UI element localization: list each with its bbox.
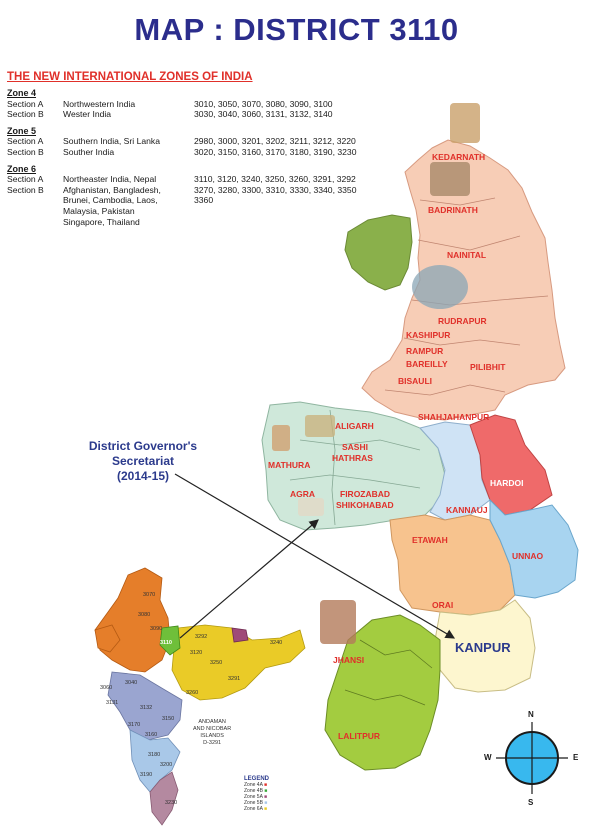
zone-6: Zone 6 Section A Northeaster India, Nepal… xyxy=(7,164,384,228)
zone-heading: Zone 5 xyxy=(7,125,37,136)
zone-5: Zone 5 Section A Southern India, Sri Lank… xyxy=(7,126,384,158)
legend-item-label: Zone 4B xyxy=(244,788,263,794)
district-list: 3030, 3040, 3060, 3131, 3132, 3140 xyxy=(194,109,333,120)
zone-row: Section A Northwestern India 3010, 3050, 3… xyxy=(7,99,384,110)
district-list: 2980, 3000, 3201, 3202, 3211, 3212, 3220 xyxy=(194,136,356,147)
legend-item-label: Zone 6A xyxy=(244,806,263,812)
legend-item: Zone 5B ■ xyxy=(244,800,268,806)
taj-image xyxy=(298,498,324,516)
andaman-line: ANDAMAN xyxy=(198,719,226,725)
section-label: Section A xyxy=(7,174,44,185)
zones-subtitle: THE NEW INTERNATIONAL ZONES OF INDIA xyxy=(7,71,253,83)
andaman-label: ANDAMAN AND NICOBAR ISLANDS D-3291 xyxy=(193,719,231,747)
region-label: Souther India xyxy=(63,146,115,157)
zone-heading: Zone 6 xyxy=(7,163,37,174)
region-label: Northwestern India xyxy=(63,98,136,109)
legend-item-label: Zone 4A xyxy=(244,782,263,788)
legend-item-label: Zone 5A xyxy=(244,794,263,800)
zone-row: Section B Wester India 3030, 3040, 3060, 3… xyxy=(7,109,384,120)
india-map xyxy=(94,567,306,826)
district-list: 3020, 3150, 3160, 3170, 3180, 3190, 3230 xyxy=(194,146,357,157)
zone-row: Brunei, Cambodia, Laos, 3360 xyxy=(7,195,384,206)
temple-image xyxy=(305,415,335,437)
secretariat-line: (2014-15) xyxy=(116,469,170,483)
zone-row: Section A Southern India, Sri Lanka 2980, … xyxy=(7,136,384,147)
district-borders-south xyxy=(344,639,433,706)
region-lalitpur xyxy=(324,614,441,771)
legend-item-label: Zone 5B xyxy=(244,800,263,806)
district-list: 3110, 3120, 3240, 3250, 3260, 3291, 3292 xyxy=(194,174,356,185)
region-western xyxy=(261,401,446,531)
secretariat-label: District Governor's Secretariat (2014-15… xyxy=(58,439,228,484)
andaman-line: AND NICOBAR xyxy=(193,726,232,732)
region-green-patch xyxy=(344,214,413,291)
legend-title: LEGEND xyxy=(244,776,270,782)
region-label: Malaysia, Pakistan xyxy=(63,205,135,216)
map-title: MAP : DISTRICT 3110 xyxy=(134,12,459,47)
region-label: Wester India xyxy=(63,109,112,120)
temple-image xyxy=(430,162,470,196)
legend-item: Zone 4B ■ xyxy=(244,788,268,794)
district-list: 3010, 3050, 3070, 3080, 3090, 3100 xyxy=(194,98,333,109)
lake-image xyxy=(412,265,468,309)
zone-row: Singapore, Thailand xyxy=(7,217,384,228)
temple-image xyxy=(450,103,480,143)
district-borders-north xyxy=(384,197,549,396)
section-label: Section B xyxy=(7,109,44,120)
region-kanpur xyxy=(434,599,536,693)
section-label: Section B xyxy=(7,184,44,195)
region-label: Southern India, Sri Lanka xyxy=(63,136,160,147)
region-hardoi xyxy=(469,414,553,516)
legend-item: Zone 5A ■ xyxy=(244,794,268,800)
district-list: 3360 xyxy=(194,195,214,206)
zone-row: Section A Northeaster India, Nepal 3110, 3… xyxy=(7,174,384,185)
secretariat-line: District Governor's Secretariat xyxy=(88,439,198,468)
zone-row: Section B Souther India 3020, 3150, 3160, … xyxy=(7,147,384,158)
india-arrow xyxy=(179,519,319,639)
region-label: Afghanistan, Bangladesh, xyxy=(63,184,161,195)
section-label: Section A xyxy=(7,98,44,109)
legend-item: Zone 4A ■ xyxy=(244,782,268,788)
legend-item: Zone 6A ■ xyxy=(244,806,268,812)
warrior-image xyxy=(320,600,356,644)
region-label: Brunei, Cambodia, Laos, xyxy=(63,195,158,206)
section-label: Section A xyxy=(7,136,44,147)
legend: LEGEND Zone 4A ■ Zone 4B ■ Zone 5A ■ Zon… xyxy=(244,776,269,812)
zone-row: Malaysia, Pakistan xyxy=(7,206,384,217)
zones-table: Zone 4 Section A Northwestern India 3010, … xyxy=(7,88,384,227)
region-label: Singapore, Thailand xyxy=(63,216,140,227)
krishna-image xyxy=(272,425,290,451)
andaman-line: D-3291 xyxy=(203,740,222,746)
secretariat-arrow xyxy=(174,473,456,639)
region-etawah xyxy=(389,514,516,616)
section-label: Section B xyxy=(7,146,44,157)
district-list: 3270, 3280, 3300, 3310, 3330, 3340, 3350 xyxy=(194,184,357,195)
zone-heading: Zone 4 xyxy=(7,88,37,98)
andaman-line: ISLANDS xyxy=(200,733,224,739)
region-label: Northeaster India, Nepal xyxy=(63,174,157,185)
zone-row: Section B Afghanistan, Bangladesh, 3270, 3… xyxy=(7,185,384,196)
region-unnao xyxy=(489,498,579,599)
zone-4: Zone 4 Section A Northwestern India 3010, … xyxy=(7,88,384,120)
compass-rose xyxy=(496,722,568,794)
